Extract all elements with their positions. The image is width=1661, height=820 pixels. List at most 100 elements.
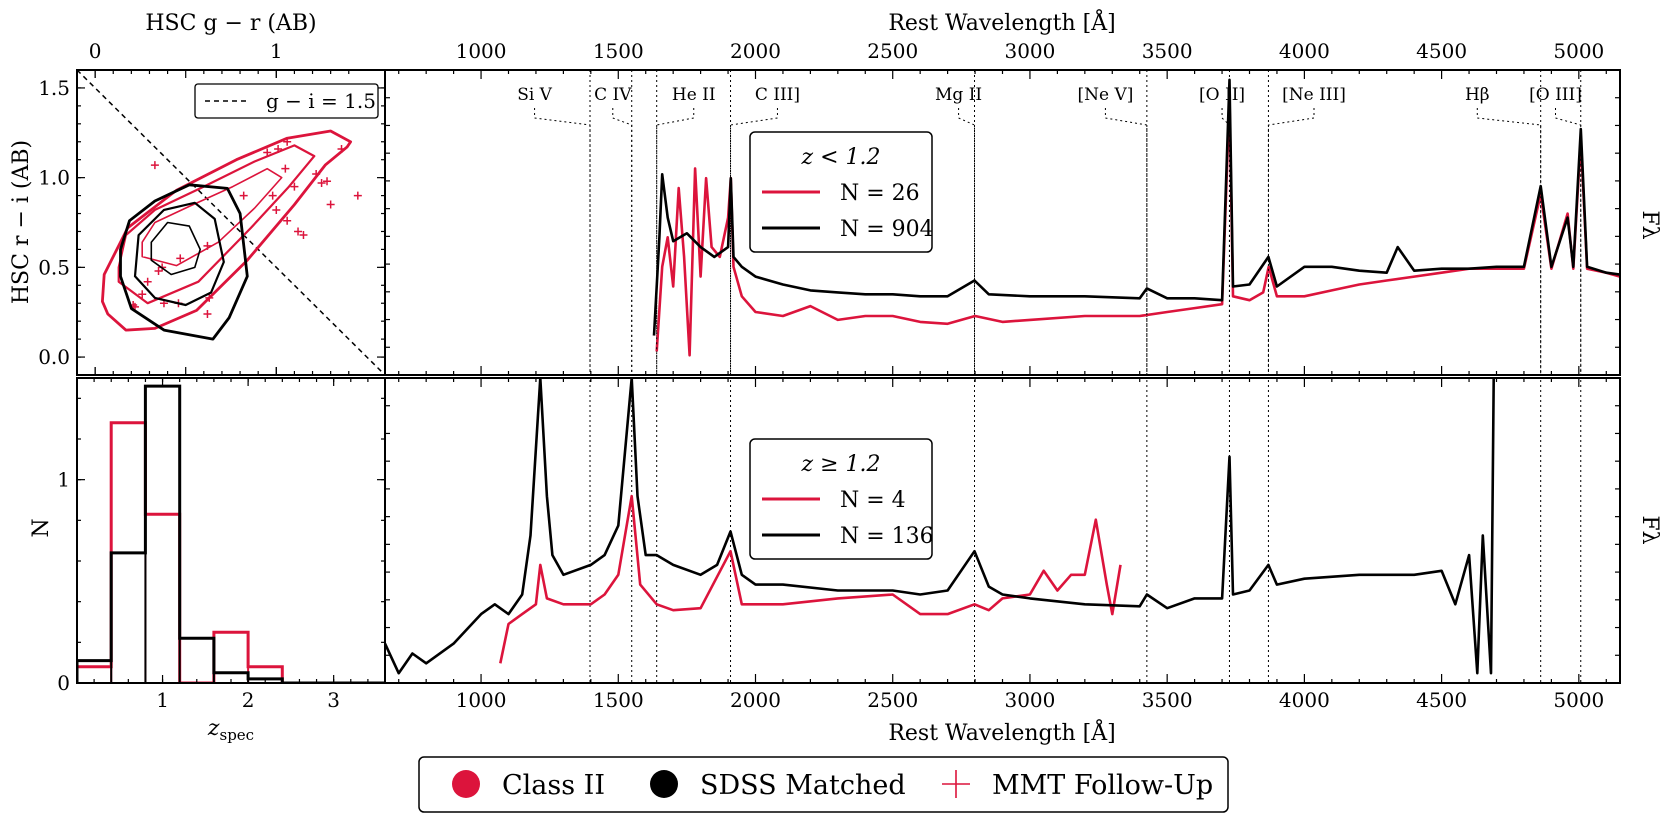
class2-spectrum-low-z-spectrum xyxy=(655,98,1620,357)
s2-xtick-label-4500: 4500 xyxy=(1416,688,1467,712)
mmt-point-28 xyxy=(294,227,303,236)
s1-top-xtick-label-3500: 3500 xyxy=(1142,39,1193,63)
s1-top-xtick-label-1500: 1500 xyxy=(593,39,644,63)
s1-top-xtick-label-2500: 2500 xyxy=(867,39,918,63)
emission-line-leader-4 xyxy=(958,108,976,375)
emission-line-label-4: Mg II xyxy=(935,85,982,105)
s2-xtick-label-1500: 1500 xyxy=(593,688,644,712)
sdss-contour-2 xyxy=(133,201,225,307)
cc-legend-box xyxy=(194,83,379,119)
emission-line-leader-1 xyxy=(612,108,633,375)
cc-xtick-label-1: 1 xyxy=(270,39,283,63)
h-xtick-label-2: 2 xyxy=(242,688,255,712)
figure-legend-box xyxy=(418,756,1229,813)
s2-xtick-label-1000: 1000 xyxy=(456,688,507,712)
figure-legend: Class II SDSS Matched MMT Follow-Up xyxy=(418,756,1229,813)
s2-xtick-label-2000: 2000 xyxy=(730,688,781,712)
figure-legend-marker-2 xyxy=(942,770,970,798)
class2-contour-1 xyxy=(101,129,352,332)
spectrum-high-z-plot-area xyxy=(385,378,1582,683)
panel-frames xyxy=(76,69,1621,684)
h-xtick-label-3: 3 xyxy=(327,688,340,712)
s2-y-axis-label: Fλ xyxy=(1637,515,1661,544)
spectrum-low-z-frame xyxy=(384,69,1621,376)
mmt-point-19 xyxy=(143,277,152,286)
h-ytick-label-0: 0 xyxy=(57,671,70,695)
mmt-point-16 xyxy=(176,254,185,263)
cc-ytick-label-1.5: 1.5 xyxy=(38,76,70,100)
emission-line-leader-3 xyxy=(730,108,778,375)
mmt-point-29 xyxy=(299,231,308,240)
s2-xtick-label-2500: 2500 xyxy=(867,688,918,712)
mmt-point-18 xyxy=(154,266,163,275)
legend-low-z-entry-0: N = 26 xyxy=(840,181,920,206)
emission-line-leader-6 xyxy=(1221,108,1230,375)
legend-low-z: z < 1.2 N = 26 N = 904 xyxy=(749,131,934,253)
mmt-point-1 xyxy=(263,148,272,157)
h-x-axis-label: zspec xyxy=(207,716,254,744)
mmt-point-6 xyxy=(268,191,277,200)
sdss-spectrum-high-z-spectrum xyxy=(385,378,1496,675)
emission-line-label-9: [O III] xyxy=(1529,85,1582,105)
reference-line-g-i-1.5 xyxy=(77,70,385,375)
mmt-point-8 xyxy=(281,164,290,173)
cc-ytick-label-1.0: 1.0 xyxy=(38,166,70,190)
emission-line-label-8: Hβ xyxy=(1465,85,1490,105)
h-xtick-label-1: 1 xyxy=(156,688,169,712)
cc-y-axis-label: HSC r − i (AB) xyxy=(9,140,34,304)
histogram-plot-area xyxy=(77,384,385,683)
spectrum-low-z-plot-area xyxy=(589,70,1620,375)
color-color-plot xyxy=(77,70,385,375)
sdss-contour-3 xyxy=(150,221,201,276)
legend-high-z-title: z ≥ 1.2 xyxy=(801,452,881,477)
s1-top-xtick-label-3000: 3000 xyxy=(1004,39,1055,63)
s2-xtick-label-3500: 3500 xyxy=(1142,688,1193,712)
emission-line-leader-8 xyxy=(1476,108,1542,375)
emission-line-label-6: [O II] xyxy=(1199,85,1245,105)
legend-high-z-entry-0: N = 4 xyxy=(840,488,906,513)
s2-xtick-label-4000: 4000 xyxy=(1279,688,1330,712)
emission-line-leader-5 xyxy=(1104,108,1148,375)
mmt-point-20 xyxy=(138,290,147,299)
legend-high-z-entry-1: N = 136 xyxy=(840,524,934,549)
emission-line-leader-0 xyxy=(534,108,591,375)
spectrum-bottom-axis-label: Rest Wavelength [Å] xyxy=(888,718,1115,746)
s1-top-xtick-label-4500: 4500 xyxy=(1416,39,1467,63)
sdss-contour-1 xyxy=(119,183,249,341)
chart-text: 0 1 0.0 0.5 1.0 1.5 HSC g − r (AB) HSC r − i (A… xyxy=(9,8,1661,746)
emission-line-label-0: Si V xyxy=(517,85,552,105)
mmt-point-15 xyxy=(203,241,212,250)
mmt-point-26 xyxy=(203,310,212,318)
class2-contour-3 xyxy=(141,167,283,267)
figure-legend-marker-0 xyxy=(452,770,480,798)
figure-legend-marker-1 xyxy=(650,770,678,798)
emission-line-label-2: He II xyxy=(672,85,716,105)
emission-line-label-5: [Ne V] xyxy=(1077,85,1133,105)
mmt-point-7 xyxy=(272,205,281,214)
cc-legend-label: g − i = 1.5 xyxy=(266,89,376,113)
spectrum-high-z-frame xyxy=(384,377,1621,684)
mmt-point-5 xyxy=(353,191,362,200)
spectrum-top-axis-label: Rest Wavelength [Å] xyxy=(888,8,1115,36)
s1-top-xtick-label-4000: 4000 xyxy=(1279,39,1330,63)
cc-xtick-label-0: 0 xyxy=(89,39,102,63)
class2-spectrum-high-z-spectrum xyxy=(499,494,1122,664)
s2-xtick-label-3000: 3000 xyxy=(1004,688,1055,712)
emission-line-leader-9 xyxy=(1555,108,1582,375)
s1-y-axis-label: Fλ xyxy=(1637,210,1661,239)
cc-ytick-label-0.0: 0.0 xyxy=(38,345,70,369)
cc-ytick-label-0.5: 0.5 xyxy=(38,255,70,279)
figure-legend-label-0: Class II xyxy=(502,770,605,801)
legends: g − i = 1.5 z < 1.2 N = 26 N = 904 z ≥ 1.2 N … xyxy=(194,83,1229,813)
legend-low-z-box xyxy=(749,131,933,253)
redshift-histogram xyxy=(77,384,385,683)
legend-low-z-title: z < 1.2 xyxy=(801,145,881,170)
emission-line-label-7: [Ne III] xyxy=(1282,85,1346,105)
emission-line-leader-7 xyxy=(1267,108,1315,375)
h-ytick-label-1: 1 xyxy=(57,468,70,492)
mmt-point-11 xyxy=(317,179,326,188)
spectrum-high-z-plot xyxy=(385,378,1582,683)
s1-top-xtick-label-5000: 5000 xyxy=(1553,39,1604,63)
cc-top-axis-label: HSC g − r (AB) xyxy=(145,11,316,36)
